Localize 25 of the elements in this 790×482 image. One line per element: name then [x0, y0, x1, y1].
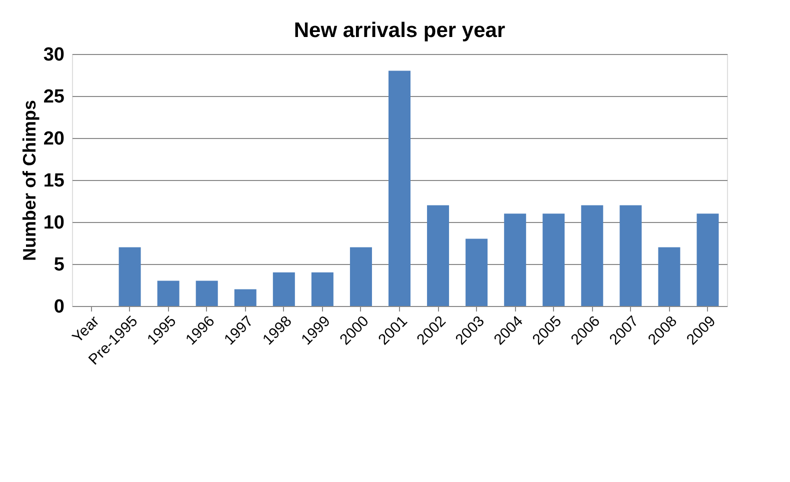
- bar: [620, 205, 642, 306]
- chart-title: New arrivals per year: [294, 19, 506, 42]
- bar: [696, 214, 719, 306]
- y-tick-label: 25: [43, 86, 65, 108]
- bar: [388, 70, 410, 306]
- y-tick-label: 0: [54, 296, 64, 318]
- y-tick-label: 5: [54, 254, 65, 276]
- bar: [118, 247, 141, 306]
- bar: [658, 247, 680, 306]
- y-tick-label: 20: [43, 128, 64, 150]
- y-axis-title: Number of Chimps: [19, 100, 40, 262]
- bar: [581, 205, 604, 306]
- bar: [504, 214, 526, 306]
- bar: [466, 238, 488, 306]
- bar: [542, 214, 565, 306]
- y-tick-label: 10: [43, 212, 64, 234]
- bar: [427, 205, 450, 306]
- bar: [350, 247, 372, 306]
- bar: [311, 272, 334, 306]
- y-tick-label: 15: [43, 170, 65, 192]
- bar: [234, 289, 256, 306]
- bar: [157, 280, 180, 306]
- bar: [196, 280, 218, 306]
- y-tick-label: 30: [43, 44, 64, 66]
- bar: [272, 272, 295, 306]
